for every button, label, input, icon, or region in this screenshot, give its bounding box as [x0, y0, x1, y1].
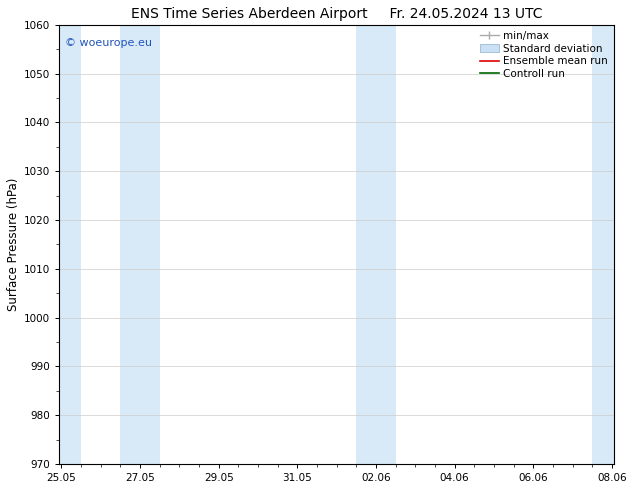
Y-axis label: Surface Pressure (hPa): Surface Pressure (hPa) — [7, 178, 20, 311]
Legend: min/max, Standard deviation, Ensemble mean run, Controll run: min/max, Standard deviation, Ensemble me… — [477, 28, 611, 82]
Title: ENS Time Series Aberdeen Airport     Fr. 24.05.2024 13 UTC: ENS Time Series Aberdeen Airport Fr. 24.… — [131, 7, 543, 21]
Bar — [592, 25, 614, 464]
Text: © woeurope.eu: © woeurope.eu — [65, 38, 152, 48]
Bar — [356, 25, 396, 464]
Bar — [60, 25, 81, 464]
Bar — [120, 25, 160, 464]
